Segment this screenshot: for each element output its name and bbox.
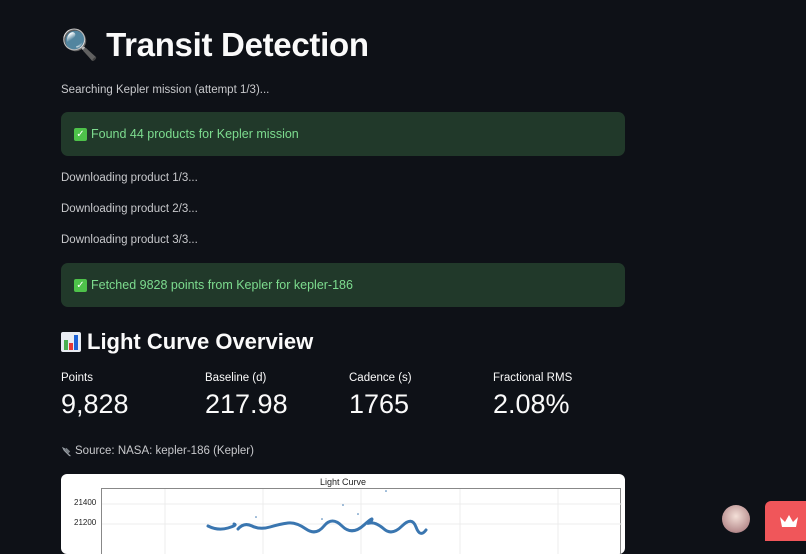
y-tick-label: 21400 — [74, 498, 97, 507]
section-title-text: Light Curve Overview — [87, 329, 314, 354]
light-curve-chart: Light Curve — [61, 474, 625, 554]
metric-rms: Fractional RMS 2.08% — [493, 372, 637, 420]
bar-chart-icon — [61, 332, 81, 352]
plot-svg — [102, 489, 622, 554]
metric-label: Baseline (d) — [205, 372, 267, 384]
metric-value: 217.98 — [205, 389, 288, 419]
success-alert-found: ✓ Found 44 products for Kepler mission — [61, 112, 625, 156]
metric-value: 9,828 — [61, 389, 129, 419]
metric-value: 1765 — [349, 389, 410, 419]
section-title-overview: Light Curve Overview — [61, 329, 313, 355]
source-text: Source: NASA: kepler-186 (Kepler) — [75, 445, 254, 457]
searching-status: Searching Kepler mission (attempt 1/3)..… — [61, 84, 270, 96]
success-alert-text: Fetched 9828 points from Kepler for kepl… — [91, 278, 353, 292]
user-avatar[interactable] — [722, 505, 750, 533]
metric-cadence: Cadence (s) 1765 — [349, 372, 493, 420]
chart-title: Light Curve — [319, 477, 367, 487]
page-title-text: Transit Detection — [106, 26, 369, 63]
streamlit-crown-button[interactable] — [765, 501, 806, 541]
download-status-3: Downloading product 3/3... — [61, 234, 198, 246]
magnifier-icon: 🔍 — [61, 28, 99, 62]
source-caption: Source: NASA: kepler-186 (Kepler) — [61, 445, 254, 457]
check-icon: ✓ — [74, 127, 87, 141]
success-alert-text: Found 44 products for Kepler mission — [91, 127, 299, 141]
metric-label: Fractional RMS — [493, 372, 573, 384]
metric-label: Cadence (s) — [349, 372, 412, 384]
download-status-1: Downloading product 1/3... — [61, 172, 198, 184]
crown-icon — [780, 515, 798, 527]
page-title: 🔍 Transit Detection — [61, 26, 369, 64]
satellite-icon — [61, 446, 72, 456]
y-tick-label: 21200 — [74, 518, 97, 527]
plot-area — [101, 488, 622, 554]
success-alert-fetched: ✓ Fetched 9828 points from Kepler for ke… — [61, 263, 625, 307]
check-icon: ✓ — [74, 278, 87, 292]
download-status-2: Downloading product 2/3... — [61, 203, 198, 215]
metrics-row: Points 9,828 Baseline (d) 217.98 Cadence… — [61, 372, 641, 420]
metric-points: Points 9,828 — [61, 372, 205, 420]
metric-baseline: Baseline (d) 217.98 — [205, 372, 349, 420]
metric-value: 2.08% — [493, 389, 570, 419]
metric-label: Points — [61, 372, 93, 384]
